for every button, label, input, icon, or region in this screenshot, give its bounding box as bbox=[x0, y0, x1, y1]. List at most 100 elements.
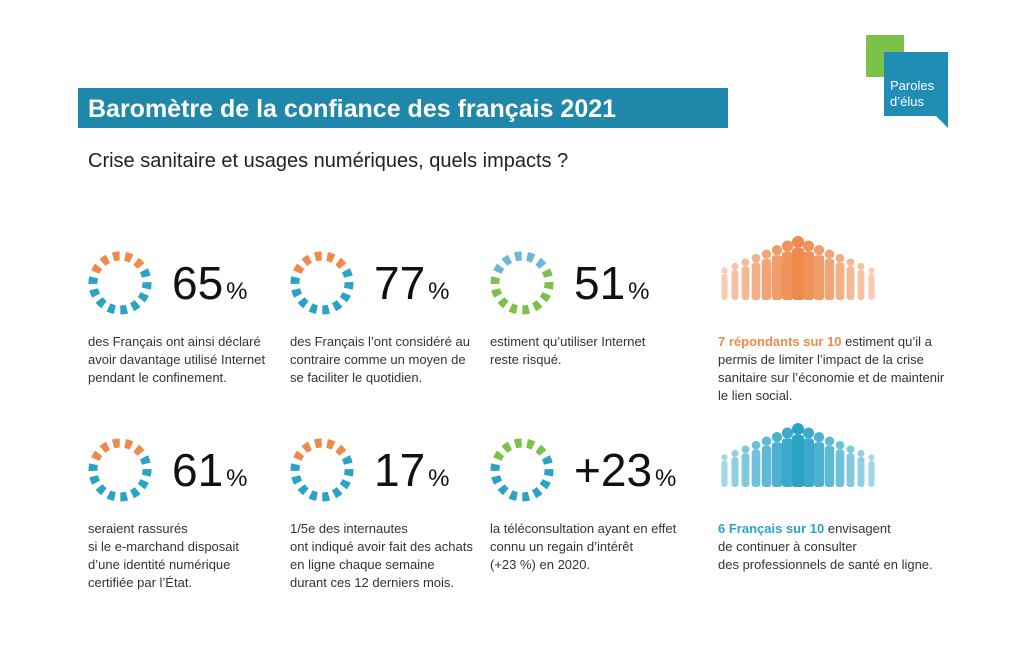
stat-unit: % bbox=[655, 465, 676, 492]
person-head bbox=[781, 240, 794, 252]
stat-text: certifiée par l’État. bbox=[88, 575, 192, 590]
ring-segment bbox=[501, 254, 513, 267]
person-body bbox=[813, 255, 825, 300]
title: Baromètre de la confiance des français 2… bbox=[88, 95, 616, 123]
ring-segment bbox=[139, 268, 151, 278]
person-body bbox=[835, 262, 845, 300]
stat-value: 51 bbox=[574, 257, 625, 309]
ring-segment bbox=[343, 468, 354, 477]
person-head bbox=[835, 440, 845, 450]
ring-segment bbox=[129, 486, 141, 499]
person-head bbox=[792, 423, 804, 435]
stat-number: 51% bbox=[574, 257, 650, 309]
person-body bbox=[771, 442, 783, 487]
stat-value: +23 bbox=[574, 444, 652, 496]
ring-segment bbox=[88, 463, 99, 472]
person-head bbox=[781, 427, 794, 439]
ring-segment bbox=[526, 439, 536, 450]
ring-segment bbox=[508, 303, 518, 314]
ring-segment bbox=[513, 438, 522, 449]
stat-text: si le e-marchand disposait bbox=[88, 539, 239, 554]
person-body bbox=[846, 266, 855, 300]
ring-segment bbox=[141, 281, 152, 290]
ring-segment bbox=[501, 441, 513, 454]
ring-segment bbox=[290, 276, 301, 285]
person-body bbox=[741, 453, 750, 487]
ring-segment bbox=[535, 444, 547, 456]
ring-segment bbox=[326, 252, 336, 263]
person-body bbox=[802, 251, 815, 300]
person-head bbox=[771, 431, 783, 443]
person-head bbox=[792, 236, 804, 248]
ring-segment bbox=[522, 304, 531, 315]
stat-unit: % bbox=[428, 278, 449, 305]
ring-segment bbox=[497, 484, 509, 496]
ring-segment bbox=[137, 478, 149, 490]
person-body bbox=[761, 445, 772, 487]
ring-segment bbox=[124, 252, 134, 263]
ring-segment bbox=[99, 254, 111, 267]
ring-segment bbox=[308, 490, 318, 501]
ring-segment bbox=[339, 291, 351, 303]
ring-segment bbox=[326, 439, 336, 450]
stat-unit: % bbox=[428, 465, 449, 492]
stat-text: estiment qu’utiliser Internet bbox=[490, 334, 646, 349]
stat-text: d’une identité numérique bbox=[88, 557, 230, 572]
stat-text: (+23 %) en 2020. bbox=[490, 557, 590, 572]
person-head bbox=[771, 244, 783, 256]
ring-segment bbox=[293, 450, 305, 462]
ring-segment bbox=[95, 484, 107, 496]
person-head bbox=[857, 262, 865, 270]
stat-text: en ligne chaque semaine bbox=[290, 557, 435, 572]
person-body bbox=[741, 266, 750, 300]
ring-segment bbox=[89, 475, 101, 485]
ring-segment bbox=[343, 281, 354, 290]
person-head bbox=[761, 436, 772, 446]
person-head bbox=[731, 262, 739, 270]
ring-segment bbox=[341, 455, 353, 465]
ring-segment bbox=[88, 276, 99, 285]
ring-segment bbox=[137, 291, 149, 303]
title-banner bbox=[78, 88, 728, 128]
subtitle: Crise sanitaire et usages numériques, qu… bbox=[88, 150, 568, 172]
person-head bbox=[741, 258, 750, 267]
person-body bbox=[731, 456, 739, 487]
stat-text: durant ces 12 derniers mois. bbox=[290, 575, 454, 590]
stat-unit: % bbox=[226, 465, 247, 492]
fact-text: permis de limiter l’impact de la crise bbox=[718, 352, 924, 367]
person-body bbox=[721, 273, 728, 300]
stat-number: 17% bbox=[374, 444, 450, 496]
ring-segment bbox=[120, 304, 129, 315]
person-body bbox=[868, 273, 875, 300]
person-head bbox=[868, 454, 875, 461]
stat-value: 77 bbox=[374, 257, 425, 309]
ring-segment bbox=[89, 288, 101, 298]
person-head bbox=[761, 249, 772, 259]
stat-text: ont indiqué avoir fait des achats bbox=[290, 539, 473, 554]
person-body bbox=[771, 255, 783, 300]
ring-segment bbox=[293, 263, 305, 275]
stat-text: des Français ont ainsi déclaré bbox=[88, 334, 261, 349]
ring-segment bbox=[339, 478, 351, 490]
person-head bbox=[802, 240, 815, 252]
stat-unit: % bbox=[226, 278, 247, 305]
ring-segment bbox=[106, 490, 116, 501]
ring-segment bbox=[308, 303, 318, 314]
fact-text: des professionnels de santé en ligne. bbox=[718, 557, 933, 572]
stat-value: 17 bbox=[374, 444, 425, 496]
ring-segment bbox=[124, 439, 134, 450]
ring-segment bbox=[290, 463, 301, 472]
ring-segment bbox=[322, 491, 331, 502]
ring-segment bbox=[341, 268, 353, 278]
stat-number: 61% bbox=[172, 444, 248, 496]
person-body bbox=[781, 251, 794, 300]
ring-segment bbox=[335, 257, 347, 269]
ring-segment bbox=[531, 299, 543, 312]
logo-text: d’élus bbox=[890, 94, 924, 109]
person-head bbox=[721, 454, 728, 461]
ring-segment bbox=[539, 478, 551, 490]
ring-segment bbox=[541, 268, 553, 278]
person-body bbox=[781, 438, 794, 487]
ring-segment bbox=[539, 291, 551, 303]
stat-value: 65 bbox=[172, 257, 223, 309]
